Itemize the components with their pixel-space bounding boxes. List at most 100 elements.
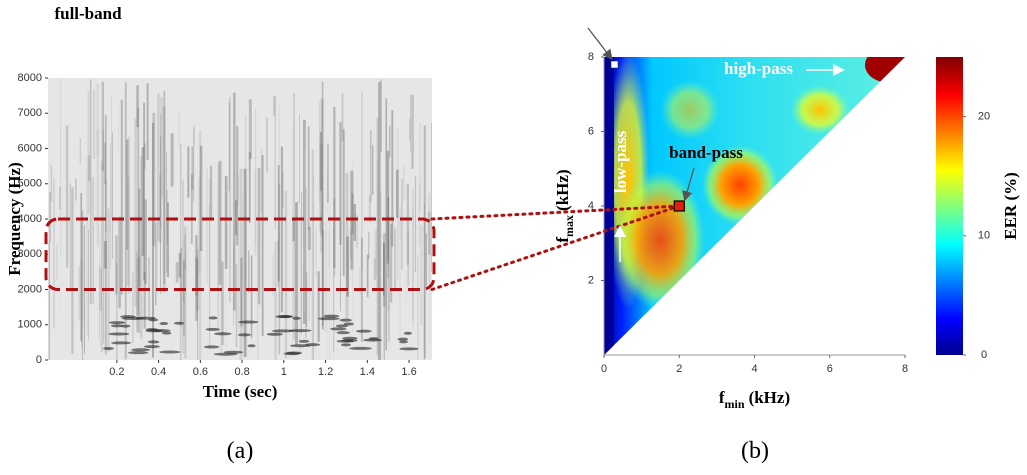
spectrogram-harmonic [335,324,349,328]
spectrogram-streak [193,125,195,146]
band-pass-point [673,200,685,212]
spectrogram-harmonic [237,333,251,337]
spectrogram-harmonic [330,327,347,331]
spectrogram-streak [136,251,138,332]
spectrogram-streak [425,233,427,286]
colorbar [936,57,963,355]
spectrogram-streak [366,254,369,298]
spectrogram-streak [240,257,243,327]
spectrogram-streak [299,114,300,204]
spectrogram-streak [59,186,61,210]
spectrogram-streak [134,117,137,307]
spectrogram-streak [321,230,324,330]
colorbar-tick-label: 10 [978,230,990,242]
spectrogram-streak [217,163,219,331]
spectrogram-streak [120,99,123,295]
annotation: high-pass [724,59,793,78]
spectrogram-streak [418,184,420,247]
spectrogram-streak [199,145,203,252]
spectrogram-streak [378,82,381,361]
x-axis-label: fmin (kHz) [719,388,790,411]
y-tick-label: 6 [588,125,594,137]
spectrogram-streak [320,214,323,253]
spectrogram-streak [291,124,293,350]
spectrogram-streak [137,108,140,316]
spectrogram-streak [383,233,386,307]
spectrogram-streak [368,231,370,260]
spectrogram-streak [178,112,180,150]
spectrogram-streak [256,223,259,360]
spectrogram-streak [152,122,154,358]
spectrogram-streak [208,204,210,288]
spectrogram-streak [99,268,102,311]
spectrogram-streak [328,231,330,268]
spectrogram-streak [141,147,145,257]
spectrogram-harmonic [336,339,355,343]
arrow [682,167,695,202]
spectrogram-streak [128,136,130,293]
spectrogram-streak [407,230,410,287]
spectrogram-streak [118,217,121,309]
spectrogram-streak [183,260,185,303]
spectrogram-streak [160,113,162,228]
spectrogram-streak [304,150,306,315]
spectrogram-streak [423,203,425,360]
spectrogram-streak [124,82,127,360]
spectrogram-streak [261,155,264,337]
spectrogram-streak [190,174,193,244]
spectrogram-streak [144,199,147,285]
spectrogram-streak [182,179,184,354]
spectrogram-harmonic [342,336,358,340]
spectrogram-harmonic [120,324,131,328]
x-tick-label: 1 [281,366,287,378]
spectrogram-streak [411,95,414,169]
spectrogram-streak [88,154,90,182]
spectrogram-streak [388,216,390,342]
y-tick-label: 1000 [18,319,42,331]
x-tick-label: 1.4 [360,366,375,378]
spectrogram-streak [352,159,354,332]
spectrogram-streak [319,102,321,203]
annotation: low-pass [611,130,630,193]
spectrogram-streak [361,91,363,269]
y-tick-label: 4 [588,200,594,212]
spectrogram-harmonic [131,348,151,352]
spectrogram-streak [317,271,320,342]
spectrogram-harmonic [208,316,218,320]
spectrogram-streak [386,150,390,264]
spectrogram-streak [339,216,341,312]
panel-label: (a) [227,438,254,464]
spectrogram-streak [237,174,239,206]
spectrogram-harmonic [275,315,292,319]
spectrogram-streak [235,200,237,236]
spectrogram-streak [156,221,158,283]
spectrogram-streak [341,93,344,142]
spectrogram-streak [184,226,187,359]
spectrogram-streak [78,266,81,321]
spectrogram-streak [373,258,377,281]
spectrogram-streak [369,130,372,203]
spectrogram-streak [98,261,100,341]
label-base: f [719,388,725,407]
spectrogram-streak [428,193,431,288]
spectrogram-harmonic [336,331,351,335]
spectrogram-streak [406,184,410,265]
panel-label: (b) [741,438,769,464]
spectrogram-streak [104,115,107,355]
spectrogram-streak [235,264,238,348]
spectrogram-streak [160,136,161,294]
spectrogram-streak [193,127,195,202]
spectrogram-streak [148,257,150,316]
spectrogram-streak [116,262,118,360]
x-axis-label: Time (sec) [203,382,278,401]
spectrogram-streak [282,171,284,209]
spectrogram-streak [81,260,83,348]
y-axis-label: Frequency (Hz) [5,162,24,275]
spectrogram-streak [71,187,74,354]
spectrogram-streak [292,219,295,242]
spectrogram-streak [152,112,156,246]
spectrogram-streak [390,224,393,303]
spectrogram-streak [324,221,327,333]
spectrogram-streak [99,237,101,348]
spectrogram-streak [56,244,58,280]
